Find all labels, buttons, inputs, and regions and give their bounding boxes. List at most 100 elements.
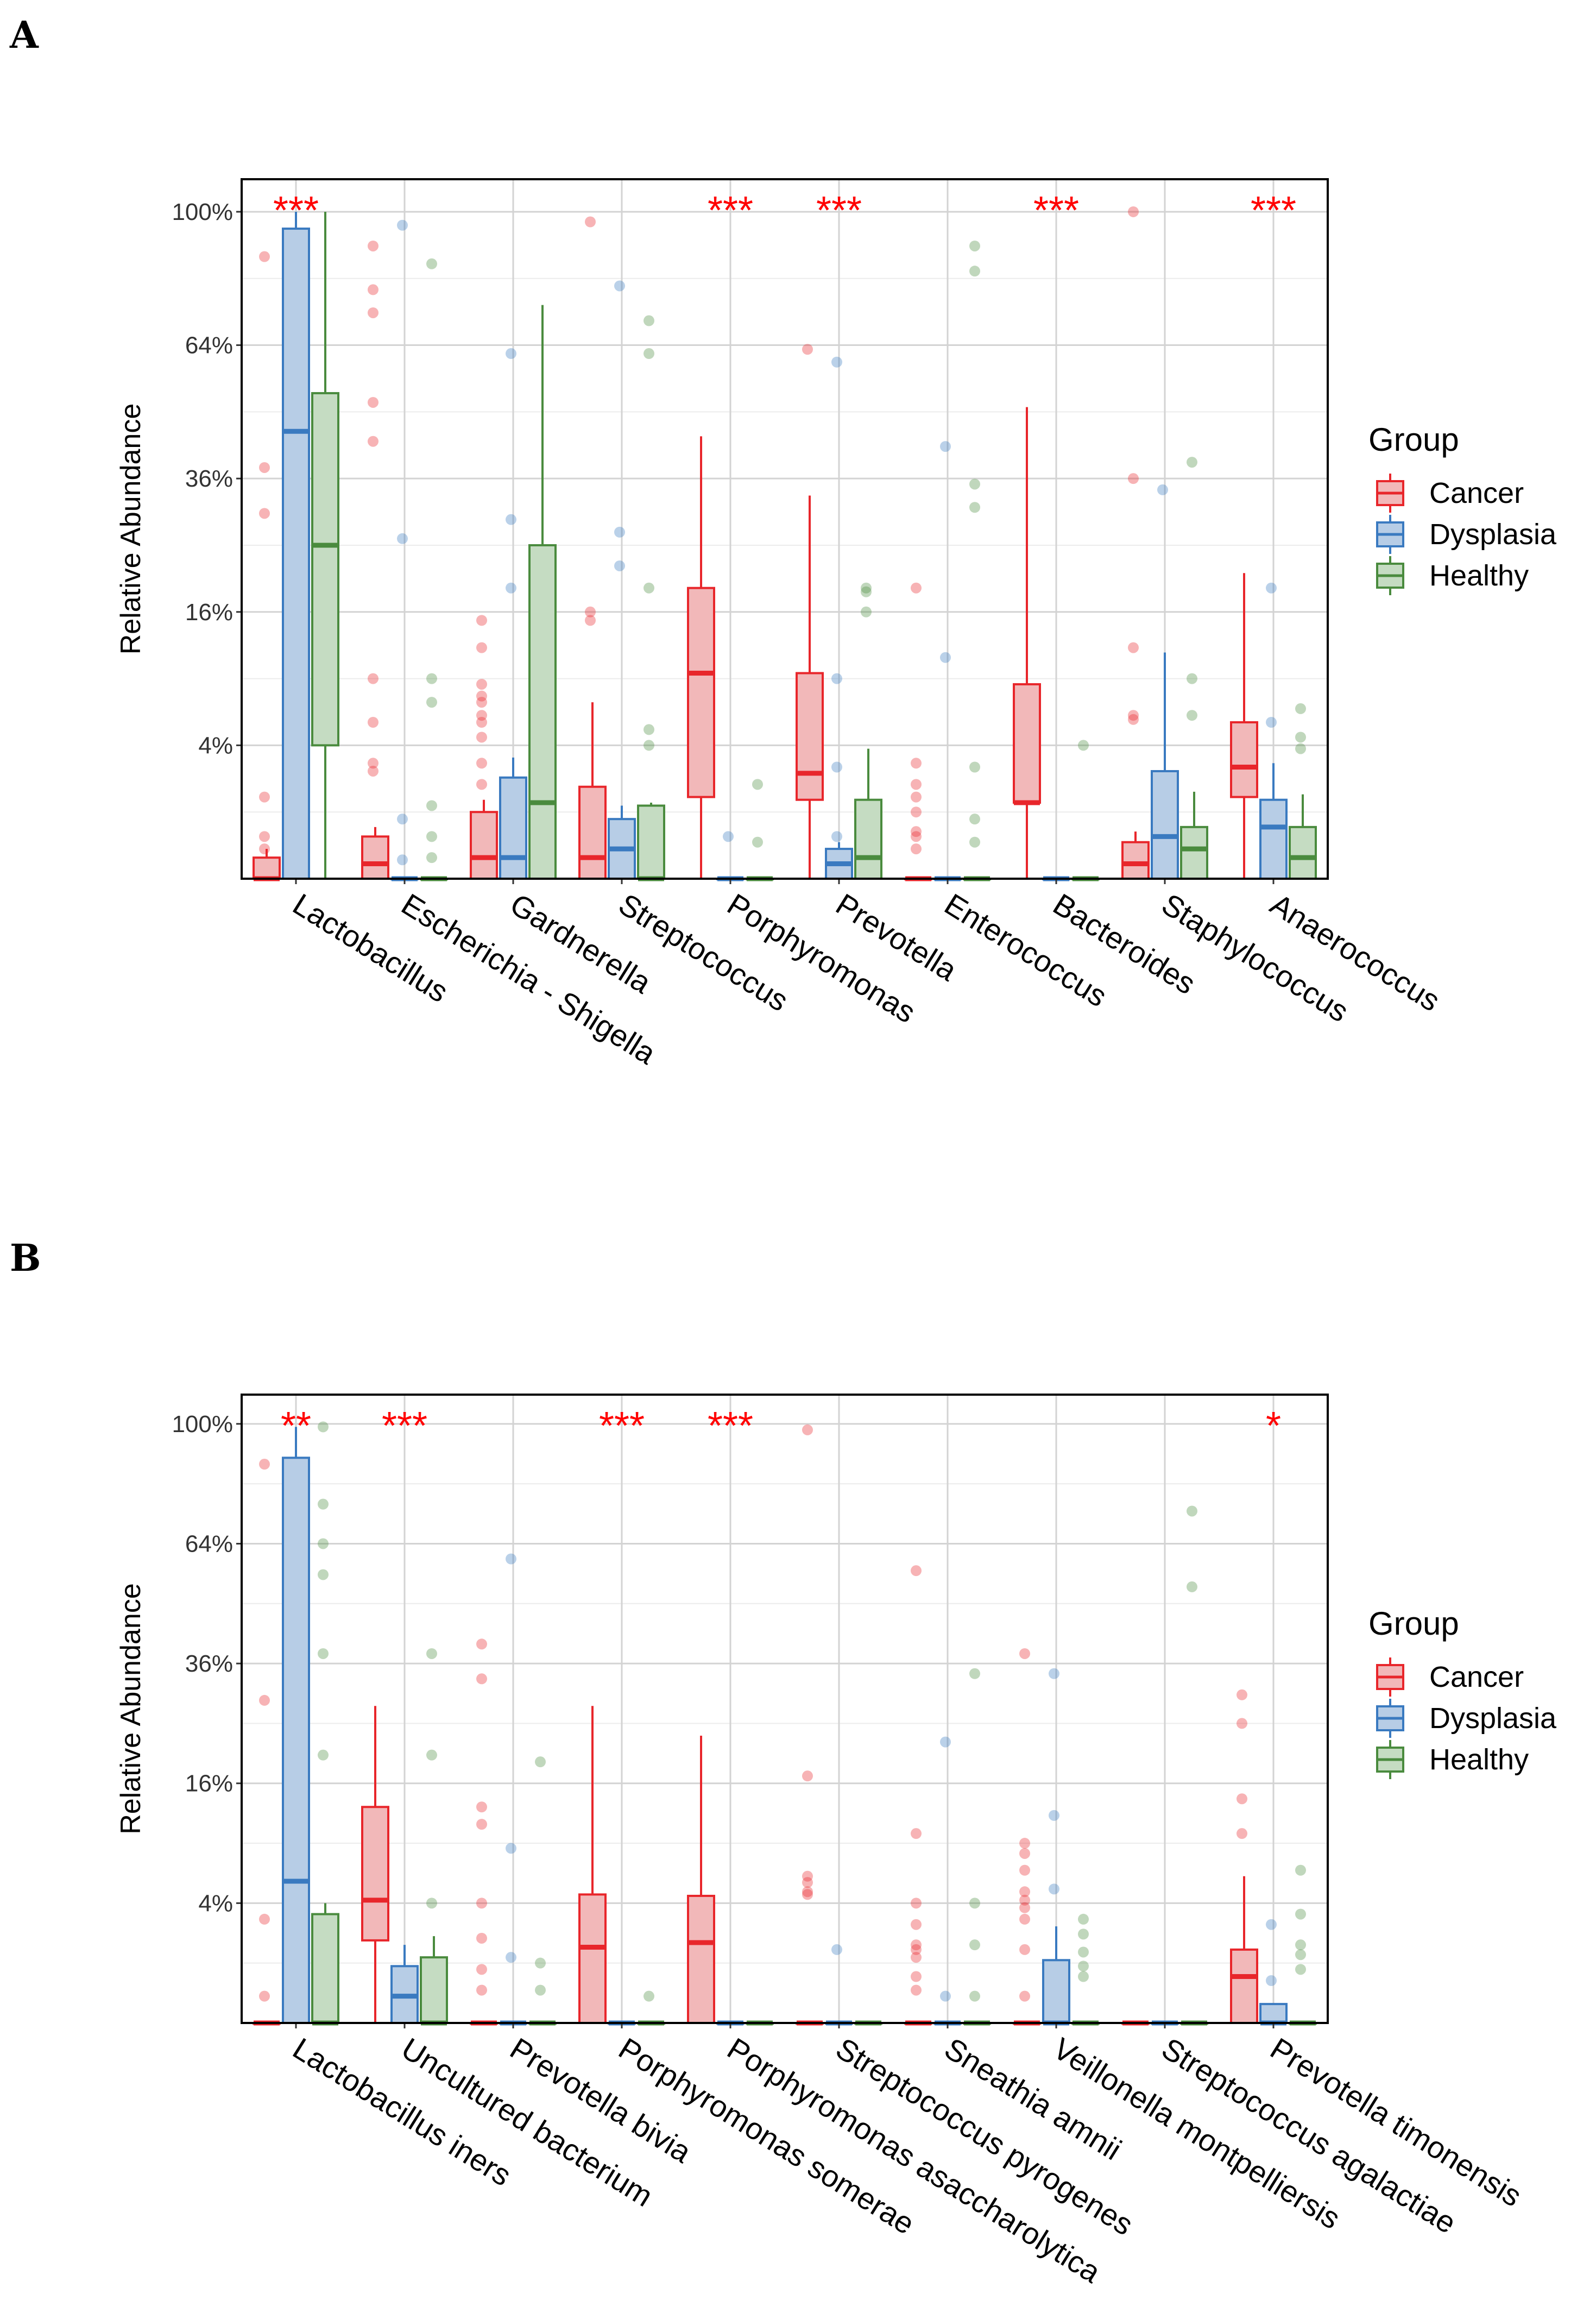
outlier-point (426, 852, 437, 863)
outlier-point (1049, 1883, 1059, 1895)
box-cancer (1230, 1948, 1258, 2025)
box-healthy (1289, 825, 1317, 880)
category-anaerococcus (1230, 573, 1317, 880)
outlier-point (831, 1944, 842, 1955)
outlier-point (259, 831, 270, 842)
outlier-point (1049, 1810, 1059, 1821)
legend-label-healthy: Healthy (1429, 559, 1529, 592)
category-lactobacillus-iners (253, 1421, 339, 2026)
outlier-point (1237, 1828, 1247, 1839)
significance-stars: *** (599, 1404, 645, 1448)
y-tick-label: 64% (185, 1530, 233, 1557)
outlier-point (940, 1990, 951, 2002)
outlier-point (911, 831, 922, 842)
outlier-point (476, 758, 487, 769)
category-lactobacillus (253, 211, 339, 881)
outlier-point (1128, 714, 1139, 725)
outlier-point (259, 462, 270, 473)
outlier-point (752, 836, 763, 848)
outlier-point (368, 307, 379, 318)
outlier-point (969, 836, 980, 848)
outlier-point (614, 560, 625, 571)
outlier-point (1295, 703, 1306, 714)
significance-stars: *** (273, 189, 319, 232)
outlier-point (969, 1939, 980, 1951)
outlier-point (476, 1801, 487, 1813)
outlier-point (1019, 1894, 1030, 1906)
box-cancer (1121, 841, 1150, 880)
outlier-point (259, 1990, 270, 2002)
y-tick-label: 100% (172, 199, 233, 225)
y-tick-label: 36% (185, 465, 233, 492)
outlier-point (506, 1952, 516, 1963)
outlier-point (476, 710, 487, 721)
outlier-point (911, 1898, 922, 1909)
outlier-point (1019, 1838, 1030, 1849)
outlier-point (535, 1957, 546, 1969)
box-healthy (1180, 825, 1208, 880)
box-healthy (420, 1956, 448, 2024)
box-healthy (311, 392, 339, 747)
legend-title: Group (1368, 1605, 1459, 1642)
box-dysplasia (282, 228, 310, 880)
y-tick-label: 100% (172, 1411, 233, 1438)
outlier-point (969, 1990, 980, 2002)
outlier-point (426, 831, 437, 842)
panel-letter-b: B (10, 1237, 41, 1280)
outlier-point (1019, 1864, 1030, 1876)
y-axis-label: Relative Abundance (115, 1583, 147, 1835)
legend: Group Cancer Dysplasia Healthy (1368, 421, 1557, 595)
outlier-point (911, 1952, 922, 1963)
outlier-point (969, 266, 980, 277)
outlier-point (911, 1919, 922, 1930)
outlier-point (940, 441, 951, 452)
outlier-point (476, 642, 487, 653)
outlier-point (476, 779, 487, 790)
y-tick-label: 4% (198, 1890, 233, 1917)
outlier-point (426, 258, 437, 269)
outlier-point (1019, 1848, 1030, 1859)
outlier-point (318, 1538, 329, 1549)
outlier-point (368, 436, 379, 447)
outlier-point (1295, 743, 1306, 754)
significance-stars: *** (816, 189, 862, 232)
outlier-point (969, 502, 980, 513)
box-dysplasia (282, 1457, 310, 2024)
outlier-point (368, 716, 379, 728)
outlier-point (969, 761, 980, 773)
outlier-point (1157, 484, 1168, 495)
outlier-point (911, 806, 922, 818)
box-healthy (637, 804, 665, 880)
outlier-point (1187, 1581, 1197, 1592)
outlier-point (585, 216, 596, 228)
outlier-point (318, 1648, 329, 1659)
legend-label-cancer: Cancer (1429, 477, 1524, 509)
outlier-point (1078, 740, 1089, 751)
outlier-point (368, 284, 379, 295)
outlier-point (476, 716, 487, 728)
outlier-point (506, 1843, 516, 1854)
outlier-point (802, 1877, 813, 1888)
y-tick-label: 64% (185, 332, 233, 359)
legend-label-dysplasia: Dysplasia (1429, 1702, 1557, 1735)
outlier-point (969, 240, 980, 251)
box-healthy (311, 1913, 339, 2025)
plot-background (242, 1395, 1328, 2023)
outlier-point (426, 800, 437, 811)
outlier-point (940, 1736, 951, 1748)
outlier-point (969, 814, 980, 825)
outlier-point (1128, 642, 1139, 653)
outlier-point (911, 1565, 922, 1577)
outlier-point (861, 582, 872, 594)
outlier-point (1295, 1908, 1306, 1920)
outlier-point (259, 791, 270, 803)
outlier-point (644, 1990, 654, 2002)
category-staphylococcus (1121, 206, 1208, 880)
outlier-point (585, 606, 596, 617)
legend-label-dysplasia: Dysplasia (1429, 518, 1557, 551)
outlier-point (476, 1673, 487, 1685)
box-cancer (361, 835, 389, 880)
outlier-point (318, 1749, 329, 1761)
significance-stars: ** (281, 1404, 311, 1448)
